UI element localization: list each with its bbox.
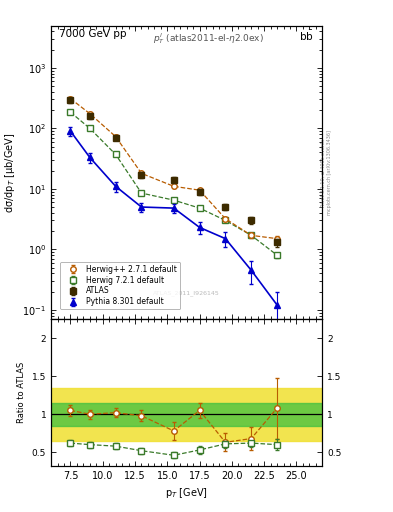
Bar [51, 388, 322, 441]
Legend: Herwig++ 2.7.1 default, Herwig 7.2.1 default, ATLAS, Pythia 8.301 default: Herwig++ 2.7.1 default, Herwig 7.2.1 def… [61, 262, 180, 309]
Text: $p_T^l$ (atlas2011-el-$\eta$2.0ex): $p_T^l$ (atlas2011-el-$\eta$2.0ex) [153, 31, 264, 47]
X-axis label: p$_T$ [GeV]: p$_T$ [GeV] [165, 486, 208, 500]
Text: 7000 GeV pp: 7000 GeV pp [59, 29, 127, 38]
Y-axis label: Rivet 3.1.10, ≥ 400k events
mcplots.cern.ch [arXiv:1306.3436]: Rivet 3.1.10, ≥ 400k events mcplots.cern… [321, 130, 332, 215]
Text: ATLAS_2011_I926145: ATLAS_2011_I926145 [153, 290, 220, 295]
Y-axis label: Ratio to ATLAS: Ratio to ATLAS [17, 362, 26, 423]
Bar [51, 403, 322, 425]
Text: b$\bar{\mathrm{b}}$: b$\bar{\mathrm{b}}$ [299, 29, 314, 42]
Y-axis label: dσ/dp$_T$ [μb/GeV]: dσ/dp$_T$ [μb/GeV] [3, 132, 17, 212]
